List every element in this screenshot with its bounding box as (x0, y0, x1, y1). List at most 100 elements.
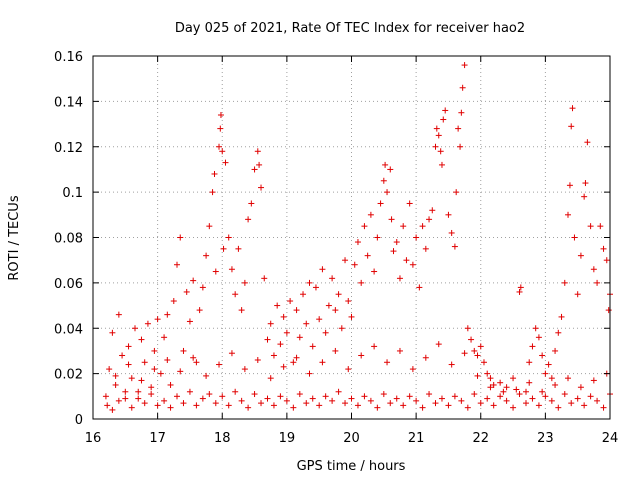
x-tick-label: 24 (602, 431, 619, 446)
data-point (577, 252, 584, 259)
data-point (464, 325, 471, 332)
data-point (503, 384, 510, 391)
data-point (161, 397, 168, 404)
data-point (590, 266, 597, 273)
data-point (513, 386, 520, 393)
data-point (358, 279, 365, 286)
data-point (584, 139, 591, 146)
data-point (264, 336, 271, 343)
data-point (167, 404, 174, 411)
data-point (203, 372, 210, 379)
data-points (102, 62, 613, 413)
data-point (487, 375, 494, 382)
data-point (309, 395, 316, 402)
y-tick-label: 0.04 (54, 322, 83, 337)
data-point (457, 143, 464, 150)
data-point (235, 245, 242, 252)
data-point (177, 368, 184, 375)
data-point (587, 223, 594, 230)
data-point (180, 347, 187, 354)
data-point (453, 189, 460, 196)
data-point (335, 388, 342, 395)
data-point (119, 352, 126, 359)
data-point (345, 366, 352, 373)
data-point (406, 393, 413, 400)
data-point (190, 354, 197, 361)
data-point (270, 402, 277, 409)
data-point (510, 375, 517, 382)
data-point (306, 370, 313, 377)
data-point (517, 284, 524, 291)
data-point (220, 245, 227, 252)
data-point (532, 325, 539, 332)
data-point (164, 311, 171, 318)
data-point (306, 279, 313, 286)
data-point (300, 291, 307, 298)
data-point (154, 402, 161, 409)
data-point (251, 166, 258, 173)
data-point (380, 177, 387, 184)
data-point (277, 393, 284, 400)
data-point (135, 395, 142, 402)
data-point (435, 341, 442, 348)
data-point (125, 361, 132, 368)
data-point (419, 404, 426, 411)
data-point (374, 234, 381, 241)
data-point (258, 184, 265, 191)
data-point (516, 391, 523, 398)
data-point (603, 257, 610, 264)
data-point (413, 234, 420, 241)
data-point (254, 148, 261, 155)
data-point (303, 320, 310, 327)
data-point (403, 257, 410, 264)
data-point (122, 388, 129, 395)
data-point (542, 370, 549, 377)
y-tick-label: 0.02 (54, 368, 83, 383)
data-point (448, 229, 455, 236)
data-point (516, 288, 523, 295)
data-point (390, 248, 397, 255)
data-point (564, 375, 571, 382)
data-point (566, 182, 573, 189)
data-point (600, 404, 607, 411)
data-point (548, 375, 555, 382)
data-point (587, 393, 594, 400)
data-point (216, 143, 223, 150)
data-point (480, 359, 487, 366)
data-point (552, 347, 559, 354)
data-point (555, 329, 562, 336)
data-point (174, 393, 181, 400)
data-point (228, 350, 235, 357)
data-point (438, 395, 445, 402)
data-point (329, 397, 336, 404)
data-point (228, 266, 235, 273)
data-point (458, 397, 465, 404)
data-point (342, 257, 349, 264)
data-point (212, 268, 219, 275)
data-point (232, 291, 239, 298)
data-point (384, 189, 391, 196)
data-point (364, 252, 371, 259)
data-point (209, 189, 216, 196)
data-point (322, 329, 329, 336)
data-point (186, 388, 193, 395)
data-point (219, 148, 226, 155)
data-point (484, 370, 491, 377)
data-point (256, 161, 263, 168)
data-point (217, 125, 224, 132)
data-point (500, 388, 507, 395)
data-point (144, 320, 151, 327)
data-point (545, 361, 552, 368)
data-point (138, 377, 145, 384)
data-point (574, 395, 581, 402)
data-point (199, 395, 206, 402)
data-point (267, 320, 274, 327)
data-point (422, 354, 429, 361)
x-tick-label: 22 (472, 431, 489, 446)
data-point (115, 311, 122, 318)
data-point (329, 275, 336, 282)
y-tick-label: 0.08 (54, 232, 83, 247)
data-point (522, 400, 529, 407)
data-point (558, 313, 565, 320)
data-point (432, 400, 439, 407)
